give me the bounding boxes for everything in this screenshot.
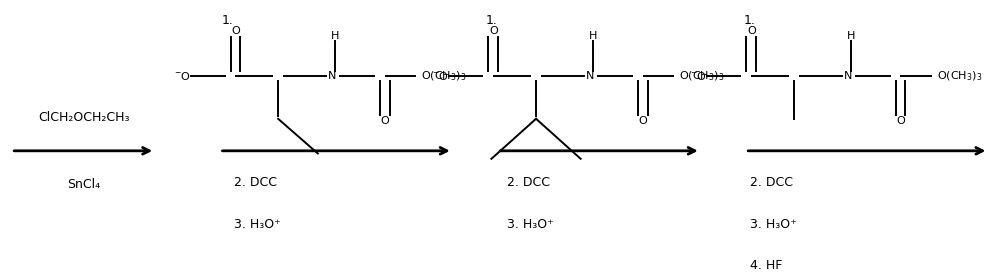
Text: O: O [896,116,904,127]
Text: O(CH$_3$)$_3$: O(CH$_3$)$_3$ [421,69,466,83]
Text: O(CH$_3$)$_3$: O(CH$_3$)$_3$ [937,69,982,83]
Text: 1.: 1. [221,14,233,27]
Text: 2. DCC: 2. DCC [234,176,278,189]
Text: O: O [489,26,498,36]
Text: O: O [747,26,756,36]
Text: O(CH$_3$)$_3$: O(CH$_3$)$_3$ [679,69,724,83]
Text: 2. DCC: 2. DCC [750,176,793,189]
Text: SnCl₄: SnCl₄ [67,178,101,191]
Text: N: N [844,71,853,81]
Text: H: H [847,31,856,41]
Text: $^{-}$O: $^{-}$O [174,70,191,82]
Text: 2. DCC: 2. DCC [507,176,550,189]
Text: 3. H₃O⁺: 3. H₃O⁺ [750,218,797,231]
Text: N: N [328,71,337,81]
Text: $^{-}$O: $^{-}$O [432,70,449,82]
Text: 3. H₃O⁺: 3. H₃O⁺ [234,218,281,231]
Text: N: N [586,71,595,81]
Text: 4. HF: 4. HF [750,259,783,272]
Text: 3. H₃O⁺: 3. H₃O⁺ [507,218,554,231]
Text: O: O [231,26,240,36]
Text: O: O [638,116,647,127]
Text: H: H [589,31,598,41]
Text: $^{-}$O: $^{-}$O [690,70,707,82]
Text: O: O [380,116,389,127]
Text: 1.: 1. [743,14,755,27]
Text: ClCH₂OCH₂CH₃: ClCH₂OCH₂CH₃ [38,111,129,124]
Text: H: H [331,31,340,41]
Text: 1.: 1. [485,14,497,27]
